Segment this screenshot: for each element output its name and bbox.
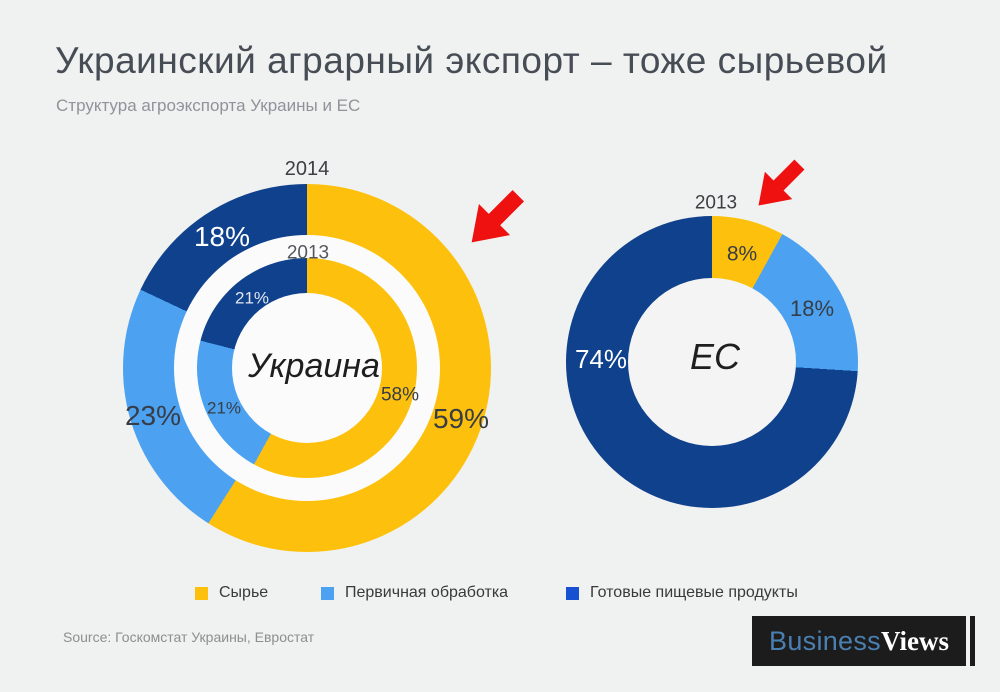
eu-center-label: ЕС <box>689 336 741 377</box>
ukraine-2014-processed-label: 23% <box>124 400 182 431</box>
ukraine-2013-raw-label: 58% <box>380 384 420 406</box>
page-subtitle: Структура агроэкспорта Украины и ЕС <box>56 96 361 115</box>
businessviews-logo: Business Views <box>752 616 966 666</box>
legend-item-finished: Готовые пищевые продукты <box>566 584 798 602</box>
eu-raw-label: 8% <box>726 242 758 266</box>
eu-year-label: 2013 <box>694 192 738 214</box>
ukraine-highlight-arrow-icon <box>455 179 534 258</box>
source-note: Source: Госкомстат Украины, Евростат <box>63 629 315 645</box>
eu-donut-hole <box>628 278 796 446</box>
ukraine-inner-year-label: 2013 <box>286 242 330 264</box>
ukraine-2014-raw-label: 59% <box>432 403 490 434</box>
legend-item-label: Сырье <box>219 584 269 601</box>
legend-item-label: Первичная обработка <box>345 584 509 601</box>
logo-text-business: Business <box>769 625 881 656</box>
raw-swatch-icon <box>195 586 208 600</box>
ukraine-2014-finished-label: 18% <box>193 221 251 252</box>
ukraine-donut-hole <box>232 293 382 443</box>
processed-swatch-icon <box>321 586 334 600</box>
logo-edge-bar <box>970 616 975 666</box>
ukraine-center-label: Украина <box>248 347 380 385</box>
legend-item-label: Готовые пищевые продукты <box>590 584 798 601</box>
logo-text-views: Views <box>880 625 949 656</box>
eu-finished-label: 74% <box>574 344 628 374</box>
finished-swatch-icon <box>566 586 579 600</box>
ukraine-2013-processed-label: 21% <box>206 398 242 418</box>
eu-processed-label: 18% <box>789 296 835 321</box>
eu-highlight-arrow-icon <box>744 150 813 219</box>
legend-item-processed: Первичная обработка <box>321 584 508 602</box>
ukraine-outer-year-label: 2014 <box>284 158 330 180</box>
ukraine-2013-finished-label: 21% <box>234 288 270 308</box>
legend-item-raw: Сырье <box>195 584 268 602</box>
page-title: Украинский аграрный экспорт – тоже сырье… <box>55 40 888 81</box>
